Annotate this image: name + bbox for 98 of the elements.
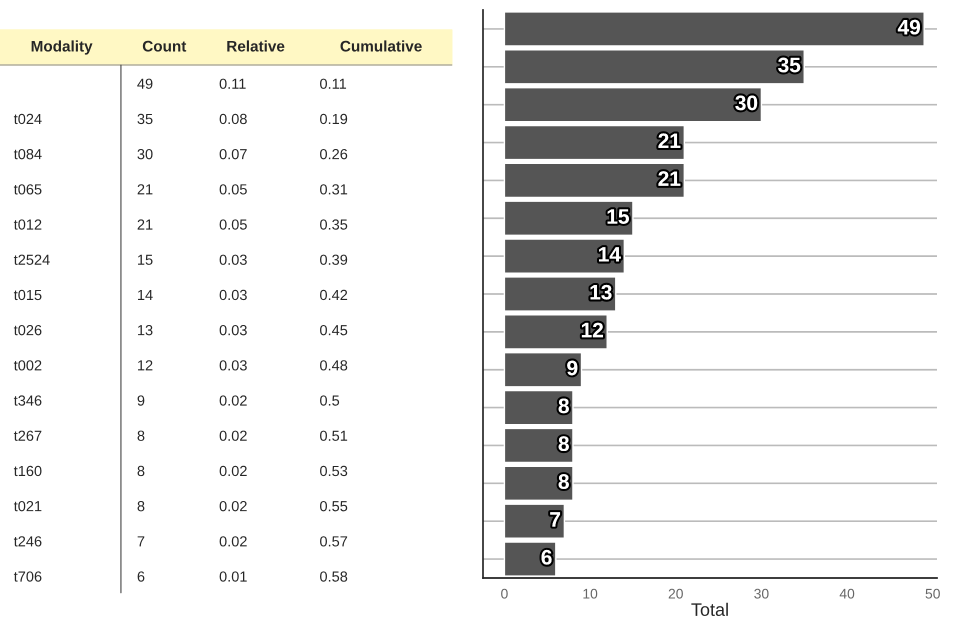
text: 35 — [137, 114, 153, 124]
text: 0.05 — [220, 184, 247, 195]
text: t026 — [14, 324, 42, 336]
text: 0.31 — [320, 184, 348, 195]
text: t267 — [14, 430, 42, 441]
text: t024 — [14, 114, 42, 124]
data-label: 7 — [550, 512, 560, 527]
text: t084 — [14, 148, 42, 160]
text: 0.03 — [220, 324, 247, 336]
text: 0.02 — [220, 536, 247, 547]
text: 21 — [138, 184, 152, 194]
bar — [504, 390, 574, 426]
data-label: 35 — [778, 58, 800, 72]
text: 0.08 — [220, 114, 247, 124]
text: t065 — [14, 184, 42, 195]
x-tick-label: 20 — [668, 588, 683, 599]
text: 0.35 — [320, 219, 348, 230]
text: 0.07 — [220, 148, 247, 160]
text: 0.51 — [320, 430, 348, 441]
text: 14 — [138, 290, 153, 300]
text: 0.45 — [320, 324, 348, 336]
text: 8 — [138, 500, 144, 512]
text: 0.39 — [320, 254, 348, 265]
bar — [504, 162, 686, 198]
text: 0.03 — [220, 290, 247, 300]
text: 0.11 — [320, 78, 346, 89]
data-label: 15 — [608, 209, 629, 224]
text: 7 — [138, 536, 144, 546]
text: t021 — [14, 500, 42, 512]
text: 0.19 — [320, 114, 348, 124]
bar — [504, 314, 608, 350]
x-tick-label: 50 — [926, 588, 940, 599]
text: 13 — [138, 324, 152, 336]
data-label: 8 — [558, 398, 569, 414]
category-label: Relative — [227, 40, 284, 52]
text: 21 — [138, 219, 152, 230]
text: 12 — [138, 360, 152, 370]
bar — [504, 503, 566, 539]
bar — [504, 49, 805, 85]
data-label: 8 — [558, 436, 569, 452]
text: 8 — [138, 466, 144, 476]
text: 0.57 — [320, 536, 348, 547]
x-tick-label: 10 — [583, 588, 598, 599]
text: 0.03 — [220, 360, 247, 371]
text: 0.02 — [220, 466, 247, 476]
text: 30 — [137, 148, 153, 160]
bar — [504, 428, 574, 464]
text: t346 — [14, 395, 42, 406]
x-tick-label: 0 — [501, 588, 508, 599]
data-label: 9 — [567, 360, 578, 376]
bar — [504, 352, 582, 388]
data-label: 30 — [735, 96, 758, 110]
text: 0.26 — [320, 148, 348, 160]
text: 0.01 — [220, 571, 247, 582]
bar — [504, 238, 626, 274]
bar — [504, 86, 762, 122]
text: t160 — [14, 466, 42, 476]
bar — [504, 200, 634, 236]
text: t706 — [14, 571, 42, 582]
text: 0.5 — [320, 395, 340, 406]
text: 0.55 — [320, 500, 348, 512]
data-label: 21 — [658, 171, 680, 186]
text: 0.02 — [220, 395, 247, 406]
text: 49 — [137, 78, 152, 89]
text: t2524 — [14, 254, 50, 265]
category-label: Count — [142, 40, 186, 52]
bar — [504, 124, 686, 160]
text: 0.53 — [320, 466, 348, 476]
text: t002 — [14, 360, 42, 371]
x-tick-label: 30 — [754, 588, 769, 599]
text: 0.42 — [320, 290, 348, 300]
text: t012 — [14, 219, 42, 230]
text: 0.03 — [220, 254, 247, 265]
data-label: 13 — [590, 284, 612, 300]
text: t246 — [14, 536, 42, 547]
category-label: Modality — [32, 40, 93, 55]
data-label: 6 — [542, 550, 552, 565]
text: 0.02 — [220, 430, 247, 441]
text: t015 — [14, 290, 42, 300]
text: 0.02 — [220, 500, 247, 512]
text: 6 — [138, 571, 144, 582]
data-label: 14 — [599, 247, 621, 262]
data-label: 12 — [582, 322, 603, 338]
x-axis-title: Total — [691, 602, 728, 616]
text: 0.05 — [220, 219, 247, 230]
data-label: 8 — [558, 474, 569, 489]
bar — [504, 466, 574, 502]
text: 0.11 — [220, 78, 246, 89]
bar — [504, 11, 925, 47]
data-label: 21 — [658, 133, 680, 148]
text: 0.58 — [320, 571, 348, 582]
text: 0.48 — [320, 360, 348, 371]
text: 9 — [138, 395, 144, 406]
x-tick-label: 40 — [840, 588, 854, 599]
data-label: 49 — [898, 20, 920, 35]
category-label: Cumulative — [340, 40, 422, 52]
text: 15 — [138, 254, 153, 265]
text: 8 — [138, 430, 144, 441]
